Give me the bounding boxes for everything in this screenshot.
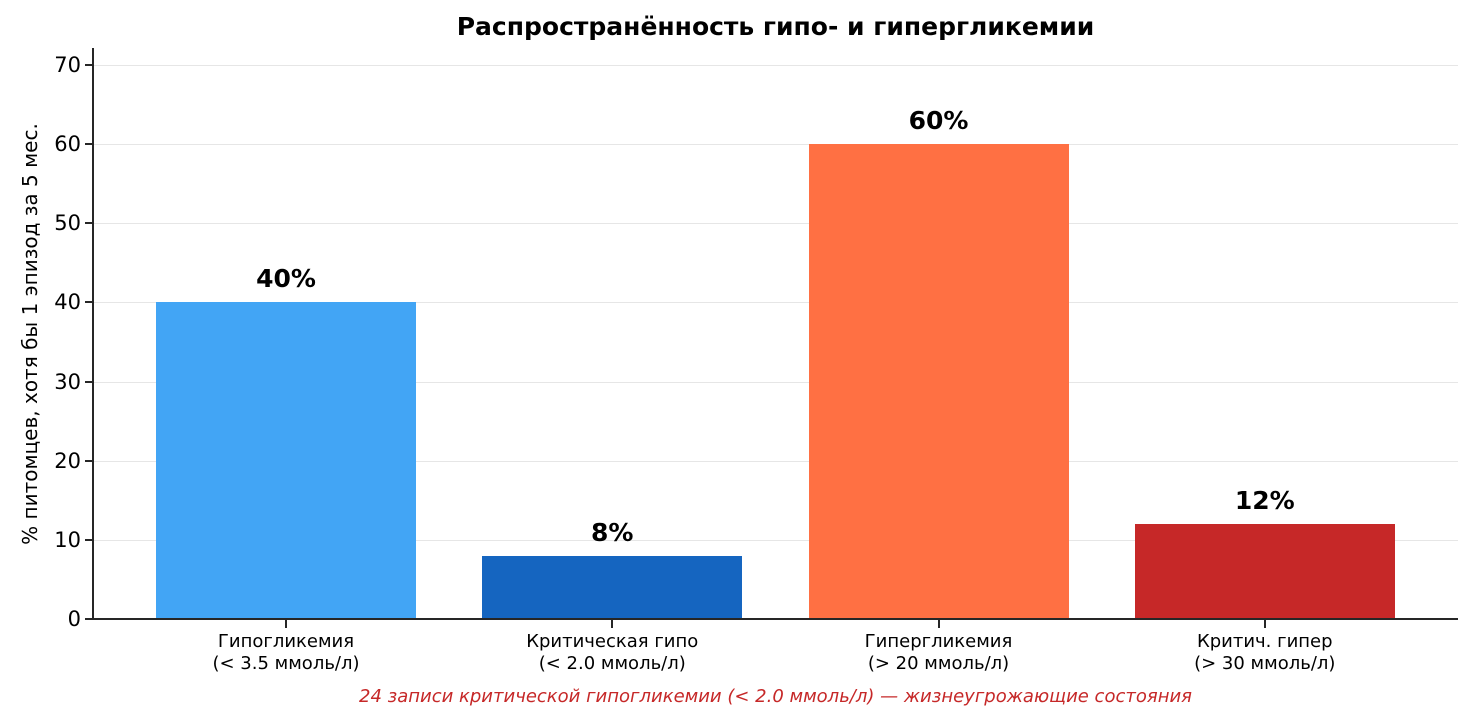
x-tick-label-line2: (> 20 ммоль/л) bbox=[867, 653, 1010, 674]
gridline bbox=[93, 460, 1458, 462]
bar-value-label: 60% bbox=[908, 106, 969, 136]
gridline bbox=[93, 302, 1458, 304]
y-tick-label: 20 bbox=[54, 448, 81, 473]
x-tick-label: Гипергликемия (> 20 ммоль/л) bbox=[865, 631, 1013, 675]
y-tick bbox=[85, 301, 92, 304]
x-tick bbox=[611, 620, 614, 628]
y-axis-line bbox=[92, 48, 94, 619]
y-tick-label: 40 bbox=[54, 290, 81, 315]
annotation-note: 24 записи критической гипогликемии (< 2.… bbox=[359, 686, 1192, 707]
x-tick bbox=[285, 620, 287, 628]
bar-3 bbox=[808, 144, 1069, 619]
y-tick-label: 0 bbox=[67, 607, 81, 631]
y-tick bbox=[85, 380, 92, 383]
chart-title: Распространённость гипо- и гипергликемии bbox=[456, 12, 1095, 41]
y-tick-label: 50 bbox=[54, 211, 81, 236]
x-axis-line bbox=[92, 618, 1458, 620]
y-tick bbox=[85, 143, 92, 146]
x-tick-label-line1: Гипогликемия bbox=[217, 631, 355, 652]
bar-value-label: 40% bbox=[256, 264, 316, 294]
bar-1 bbox=[156, 302, 416, 619]
x-tick bbox=[937, 620, 940, 628]
x-tick-label: Гипогликемия (< 3.5 ммоль/л) bbox=[212, 631, 359, 675]
gridline bbox=[93, 65, 1458, 66]
gridline bbox=[93, 144, 1458, 146]
y-tick-label: 30 bbox=[54, 369, 81, 394]
y-axis-label: % питомцев, хотя бы 1 эпизод за 5 мес. bbox=[18, 123, 42, 545]
gridline bbox=[93, 223, 1458, 225]
y-tick bbox=[85, 538, 92, 541]
x-tick-label: Критическая гипо (< 2.0 ммоль/л) bbox=[526, 631, 698, 675]
x-tick-label-line1: Гипергликемия bbox=[864, 631, 1013, 652]
y-tick bbox=[85, 222, 92, 225]
gridline bbox=[93, 381, 1458, 383]
y-tick bbox=[85, 64, 92, 66]
y-tick-label: 10 bbox=[54, 527, 81, 552]
y-tick-label: 60 bbox=[54, 132, 81, 157]
x-tick-label-line2: (< 2.0 ммоль/л) bbox=[538, 653, 686, 674]
y-tick bbox=[85, 618, 92, 620]
x-tick-label-line2: (> 30 ммоль/л) bbox=[1194, 653, 1336, 674]
x-tick-label-line1: Критическая гипо bbox=[526, 631, 699, 652]
bar-2 bbox=[482, 555, 743, 619]
x-tick-label: Критич. гипер (> 30 ммоль/л) bbox=[1194, 631, 1335, 675]
bar-value-label: 12% bbox=[1234, 486, 1295, 516]
plot-area: 0 10 20 30 40 50 60 70 40% Гипогликемия (< 3.5 ммо… bbox=[54, 48, 1458, 674]
bar-4 bbox=[1134, 524, 1395, 619]
bar-value-label: 8% bbox=[591, 517, 634, 547]
x-tick-label-line1: Критич. гипер bbox=[1196, 631, 1333, 652]
gridline bbox=[93, 539, 1458, 541]
x-tick bbox=[1263, 620, 1266, 628]
x-tick-label-line2: (< 3.5 ммоль/л) bbox=[212, 653, 360, 674]
y-tick-label: 70 bbox=[54, 53, 81, 77]
y-tick bbox=[85, 459, 92, 462]
